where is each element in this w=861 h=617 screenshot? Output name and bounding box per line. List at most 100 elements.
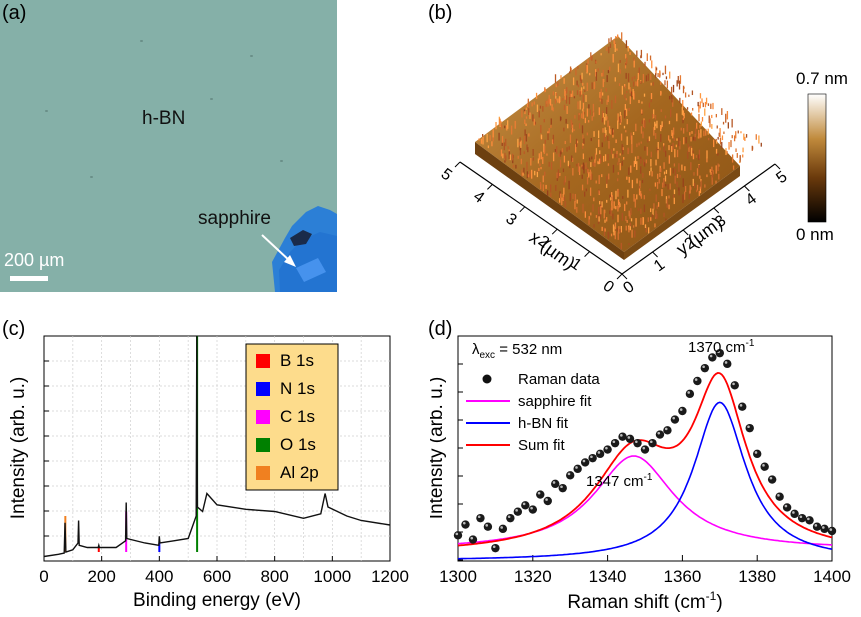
raman-data-point [491, 543, 500, 553]
afm-x-tick-label: 0 [600, 277, 617, 296]
raman-data-point [640, 445, 650, 454]
raman-data-point-highlight [724, 361, 728, 364]
raman-x-axis-label: Raman shift (cm-1) [567, 589, 722, 613]
hbn-fit-line [458, 401, 833, 560]
xps-x-tick-label: 1000 [313, 567, 351, 586]
raman-data-point-highlight [717, 350, 720, 354]
xps-x-tick-label: 0 [39, 567, 48, 586]
raman-data-point [558, 483, 567, 493]
afm-y-tick-label: 4 [743, 190, 760, 209]
raman-x-tick-label: 1400 [813, 567, 851, 586]
xps-x-tick-label: 600 [203, 567, 231, 586]
sapphire-region [261, 206, 337, 292]
xps-legend-label: B 1s [280, 351, 314, 370]
raman-data-point [670, 415, 680, 424]
scale-bar-label: 200 µm [4, 250, 65, 270]
raman-data-point-highlight [567, 472, 571, 476]
xps-legend-label: N 1s [280, 379, 315, 398]
afm-x-tick [584, 251, 590, 257]
raman-data-point-highlight [769, 476, 773, 480]
raman-legend-label: Raman data [518, 371, 600, 388]
xps-legend-swatch [256, 382, 270, 396]
afm-x-tick [487, 184, 493, 190]
afm-y-tick [713, 207, 720, 214]
xps-legend-swatch [256, 438, 270, 452]
raman-data-point-highlight [477, 515, 481, 519]
scale-bar [10, 276, 48, 281]
raman-data-point [580, 458, 590, 467]
xps-x-ticks: 0 200 400 600 800 1000 1200 [39, 556, 409, 586]
raman-data-point [805, 516, 814, 525]
raman-data-point-highlight [664, 427, 668, 431]
raman-data-point-highlight [462, 521, 466, 525]
raman-data-point-highlight [590, 455, 593, 459]
wavelength-label: λexc = 532 nm [472, 341, 562, 361]
raman-data-point-highlight [635, 440, 638, 444]
raman-data-point [827, 526, 837, 536]
raman-data-point [648, 438, 657, 448]
raman-data-point [797, 513, 807, 523]
raman-data-point [655, 430, 665, 439]
raman-data-point-highlight [649, 440, 653, 444]
raman-data-point-highlight [560, 485, 563, 489]
raman-data-point [610, 438, 620, 448]
raman-legend: Raman data sapphire fit h-BN fit Sum fit [466, 371, 600, 454]
raman-x-tick-label: 1360 [663, 567, 701, 586]
raman-data-point [461, 520, 470, 529]
raman-data-point [700, 363, 710, 373]
raman-y-axis-label: Intensity (arb. u.) [430, 377, 447, 520]
xps-x-tick-label: 1200 [371, 567, 409, 586]
raman-data-point-highlight [672, 416, 676, 420]
raman-data-point-highlight [530, 506, 533, 510]
raman-data-point [453, 531, 463, 540]
xps-chart: 0 200 400 600 800 1000 1200 B 1s N 1s C 1s O 1s Al… [8, 335, 409, 611]
raman-data-point-highlight [612, 440, 616, 444]
raman-data-point [730, 381, 739, 390]
afm-x-tick [616, 273, 623, 280]
raman-data-point-highlight [754, 451, 758, 454]
raman-data-point [483, 522, 493, 531]
raman-data-point [738, 402, 747, 411]
raman-data-point [595, 449, 605, 459]
raman-x-tick-label: 1300 [439, 567, 477, 586]
sum-fit-line [457, 371, 833, 547]
raman-data-point-highlight [470, 536, 474, 540]
raman-x-ticks: 1300 1320 1340 1360 1380 1400 [439, 555, 851, 586]
raman-legend-label: Sum fit [518, 437, 566, 454]
panel-c-label: (c) [2, 318, 26, 340]
xps-legend: B 1s N 1s C 1s O 1s Al 2p [245, 343, 339, 491]
xps-x-tick-label: 200 [87, 567, 115, 586]
raman-data-point [760, 462, 769, 471]
afm-y-tick-label: 5 [773, 168, 790, 187]
raman-data-point [536, 490, 545, 499]
raman-data-point [551, 479, 560, 489]
colorbar-min-label: 0 nm [796, 225, 834, 244]
raman-data-point-highlight [455, 532, 459, 536]
raman-data-point-highlight [747, 425, 750, 429]
raman-data-point [603, 445, 612, 454]
raman-data-point [528, 505, 537, 514]
raman-data-point-highlight [597, 451, 601, 454]
raman-data-point-highlight [687, 391, 690, 394]
afm-peaks [478, 32, 762, 250]
raman-data-point [753, 449, 762, 459]
raman-data-point [745, 423, 754, 433]
raman-x-tick-label: 1320 [514, 567, 552, 586]
xps-y-ticks [44, 335, 49, 562]
raman-data-point [625, 434, 635, 444]
raman-data-point [820, 524, 829, 534]
raman-data-point-highlight [702, 365, 705, 369]
afm-y-tick-label: 1 [651, 256, 668, 275]
colorbar-max-label: 0.7 nm [796, 69, 848, 88]
raman-data-point [678, 406, 687, 416]
raman-data-point-highlight [762, 464, 765, 467]
raman-data-point [498, 524, 508, 534]
afm-y-tick [652, 251, 658, 258]
raman-data-point-highlight [777, 494, 780, 497]
raman-data-point [693, 376, 702, 386]
raman-chart: 1300 1320 1340 1360 1380 1400 Raman data sapph… [430, 335, 851, 613]
xps-legend-label: Al 2p [280, 463, 319, 482]
xps-survey-line [43, 335, 391, 558]
raman-data-point [543, 496, 552, 506]
